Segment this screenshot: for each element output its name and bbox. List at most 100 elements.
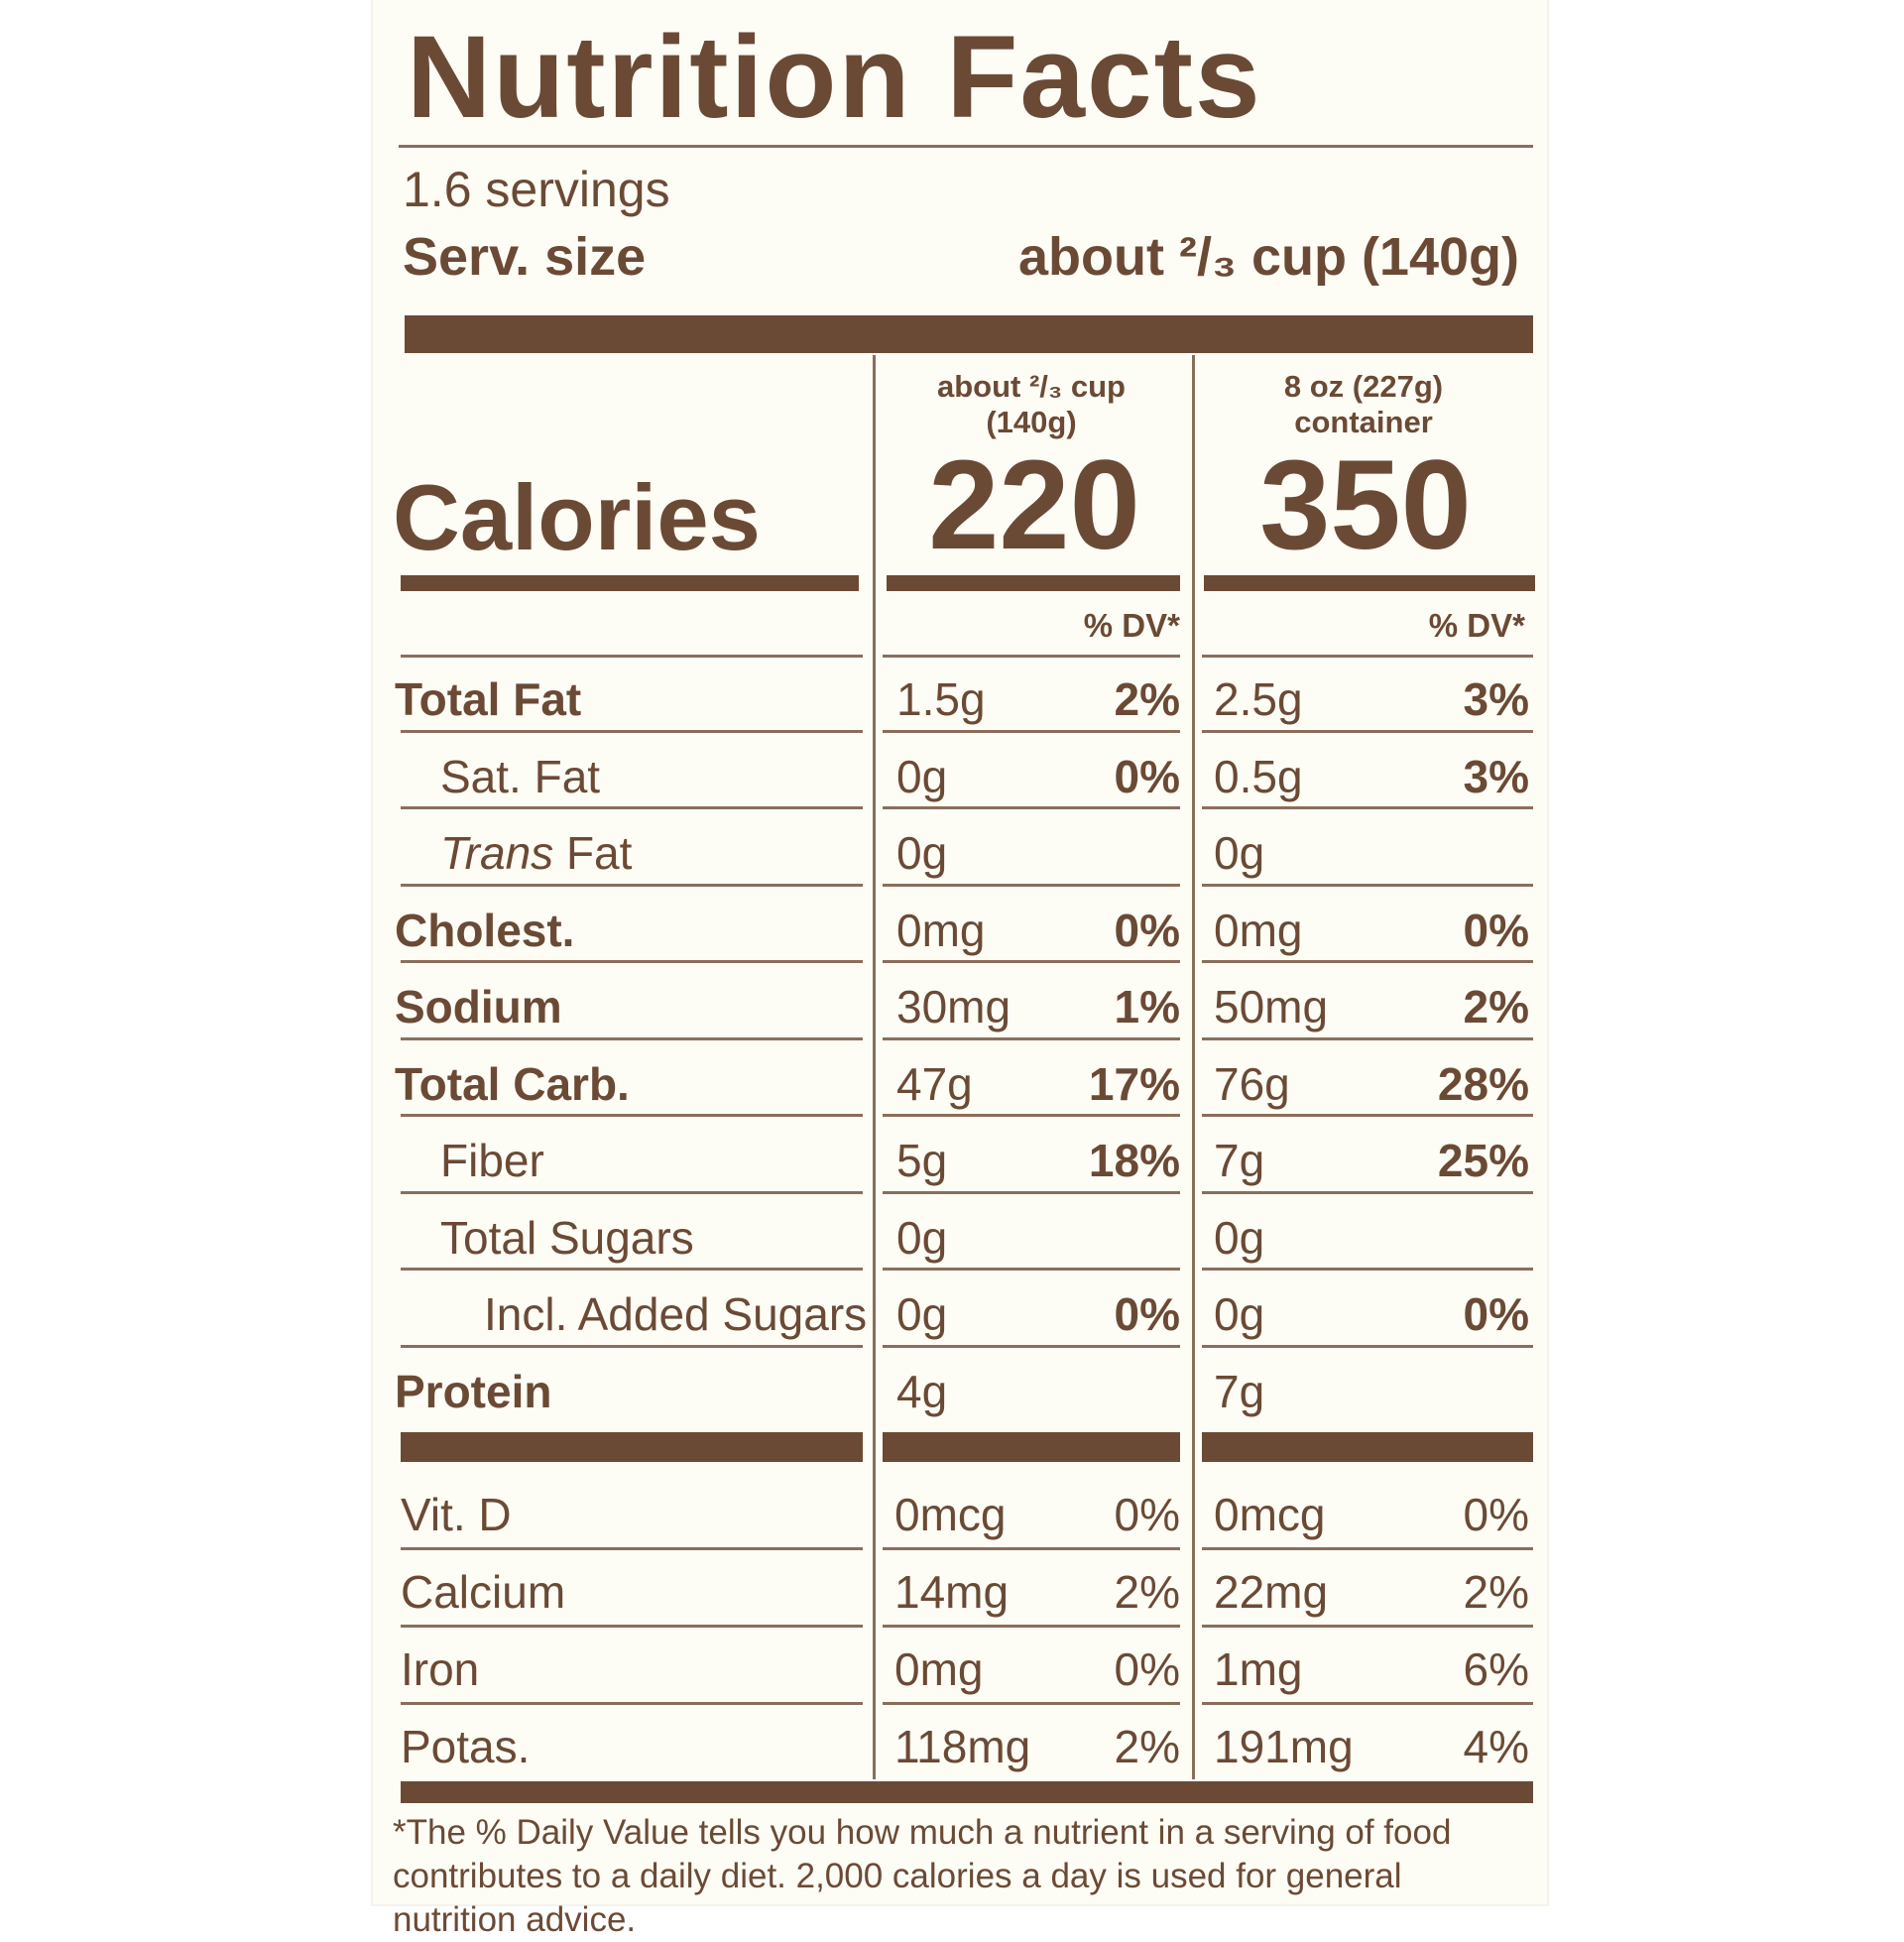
- row-rule-col2: [1202, 1036, 1533, 1040]
- nutrient-amount-col1: 0g: [896, 827, 948, 879]
- row-rule-col2: [1202, 960, 1533, 963]
- vitamin-amount-col1: 118mg: [894, 1721, 1031, 1772]
- thick-bar-vitamins-col1: [883, 1432, 1180, 1462]
- nutrient-label-italic: Trans: [440, 827, 554, 879]
- row-rule-left: [401, 960, 863, 963]
- nutrient-amount-col2: 7g: [1214, 1135, 1265, 1186]
- row-rule-col2: [1202, 806, 1533, 809]
- nutrient-dv-col2: 0%: [1463, 904, 1529, 956]
- vitamin-label: Calcium: [401, 1566, 566, 1618]
- nutrient-label: Trans Fat: [440, 826, 632, 880]
- title-rule: [399, 145, 1533, 148]
- nutrient-label-text: Total Carb.: [395, 1057, 630, 1110]
- row-rule-col2: [1202, 883, 1533, 887]
- row-rule-left: [401, 1190, 863, 1194]
- row-rule-left: [401, 806, 863, 809]
- nutrient-label: Sodium: [395, 980, 562, 1033]
- nutrient-amount-col1: 0g: [896, 1211, 948, 1264]
- nutrient-label: Protein: [395, 1365, 551, 1418]
- nutrient-dv-col1: 0%: [1114, 750, 1180, 802]
- vitamin-dv-col1: 2%: [1114, 1566, 1180, 1618]
- row-rule-col1: [883, 1036, 1180, 1040]
- vitamin-rule-left: [401, 1547, 863, 1550]
- nutrient-dv-col1: 2%: [1114, 673, 1180, 725]
- dv-header-rule-left: [401, 655, 863, 658]
- thick-bar-vitamins-col2: [1202, 1432, 1533, 1462]
- nutrient-label-text: Total Fat: [395, 673, 582, 725]
- row-rule-col1: [883, 806, 1180, 809]
- vitamin-amount-col2: 191mg: [1214, 1721, 1354, 1772]
- column-1-header-line1: about ²/₃ cup: [937, 369, 1126, 404]
- vitamin-label: Iron: [401, 1643, 480, 1695]
- nutrient-label-text: Sodium: [395, 981, 562, 1032]
- column-divider-1: [873, 355, 876, 1779]
- nutrient-dv-col2: 2%: [1463, 981, 1529, 1032]
- column-2-header-line1: 8 oz (227g): [1283, 369, 1444, 404]
- nutrient-label-text: Total Sugars: [440, 1211, 694, 1264]
- nutrient-dv-col1: 0%: [1114, 1288, 1180, 1340]
- column-2-header-line2: container: [1294, 405, 1433, 439]
- row-rule-left: [401, 1114, 863, 1117]
- vitamin-dv-col1: 0%: [1114, 1489, 1180, 1540]
- nutrient-dv-col2: 3%: [1463, 750, 1529, 802]
- nutrient-label-text: Incl. Added Sugars: [484, 1288, 868, 1340]
- nutrient-label-text: Fiber: [440, 1135, 544, 1186]
- nutrient-amount-col2: 76g: [1214, 1057, 1290, 1110]
- nutrient-dv-col2: 25%: [1437, 1135, 1529, 1186]
- vitamin-dv-col2: 6%: [1463, 1643, 1529, 1695]
- nutrient-dv-col2: 28%: [1437, 1057, 1529, 1110]
- nutrition-label: Nutrition Facts 1.6 servings Serv. size …: [373, 0, 1547, 1939]
- row-rule-col1: [883, 883, 1180, 887]
- vitamin-dv-col2: 0%: [1463, 1489, 1529, 1540]
- servings-per-container: 1.6 servings: [403, 162, 670, 217]
- nutrient-dv-col2: 0%: [1463, 1288, 1529, 1340]
- serving-size-value: about ²/₃ cup (140g): [1018, 227, 1519, 287]
- vitamin-rule-col1: [883, 1625, 1180, 1628]
- row-rule-col1: [883, 729, 1180, 733]
- vitamin-amount-col1: 0mcg: [894, 1489, 1007, 1540]
- row-rule-col2: [1202, 1268, 1533, 1271]
- vitamin-rule-left: [401, 1702, 863, 1705]
- vitamin-rule-col2: [1202, 1547, 1533, 1550]
- nutrient-label-text: Sat. Fat: [440, 750, 601, 802]
- nutrient-amount-col1: 30mg: [896, 981, 1012, 1032]
- calories-bar-col1: [887, 575, 1180, 591]
- nutrient-amount-col2: 0mg: [1214, 904, 1303, 956]
- calories-bar-left: [401, 575, 859, 591]
- calories-bar-col2: [1204, 575, 1535, 591]
- nutrient-amount-col1: 47g: [896, 1057, 973, 1110]
- row-rule-left: [401, 1344, 863, 1348]
- vitamin-amount-col1: 14mg: [894, 1566, 1010, 1618]
- column-1-header-line2: (140g): [986, 405, 1077, 439]
- nutrient-label: Total Carb.: [395, 1057, 630, 1111]
- calories-value-col1: 220: [928, 434, 1140, 576]
- nutrient-amount-col2: 7g: [1214, 1365, 1265, 1417]
- row-rule-col1: [883, 1268, 1180, 1271]
- row-rule-left: [401, 729, 863, 733]
- label-title: Nutrition Facts: [407, 12, 1262, 143]
- row-rule-left: [401, 1036, 863, 1040]
- vitamin-label: Vit. D: [401, 1489, 512, 1540]
- nutrient-amount-col2: 0g: [1214, 827, 1265, 879]
- vitamin-rule-col1: [883, 1702, 1180, 1705]
- row-rule-left: [401, 883, 863, 887]
- vitamin-rule-col2: [1202, 1702, 1533, 1705]
- nutrient-label: Incl. Added Sugars: [484, 1287, 867, 1341]
- vitamin-rule-col1: [883, 1547, 1180, 1550]
- dv-header-rule-col2: [1202, 655, 1533, 658]
- vitamin-dv-col1: 2%: [1114, 1721, 1180, 1772]
- nutrient-label-text: Protein: [395, 1365, 552, 1417]
- nutrient-amount-col2: 0g: [1214, 1288, 1265, 1340]
- row-rule-col2: [1202, 1114, 1533, 1117]
- vitamin-dv-col1: 0%: [1114, 1643, 1180, 1695]
- daily-value-footnote: *The % Daily Value tells you how much a …: [393, 1813, 1452, 1939]
- nutrient-dv-col1: 0%: [1114, 904, 1180, 956]
- nutrient-dv-col1: 18%: [1088, 1135, 1180, 1186]
- nutrient-dv-col2: 3%: [1463, 673, 1529, 725]
- row-rule-col1: [883, 960, 1180, 963]
- nutrient-amount-col2: 0g: [1214, 1211, 1265, 1264]
- row-rule-col1: [883, 1344, 1180, 1348]
- dv-header-col2: % DV*: [1428, 607, 1525, 644]
- vitamin-amount-col1: 0mg: [894, 1643, 984, 1695]
- row-rule-col2: [1202, 1190, 1533, 1194]
